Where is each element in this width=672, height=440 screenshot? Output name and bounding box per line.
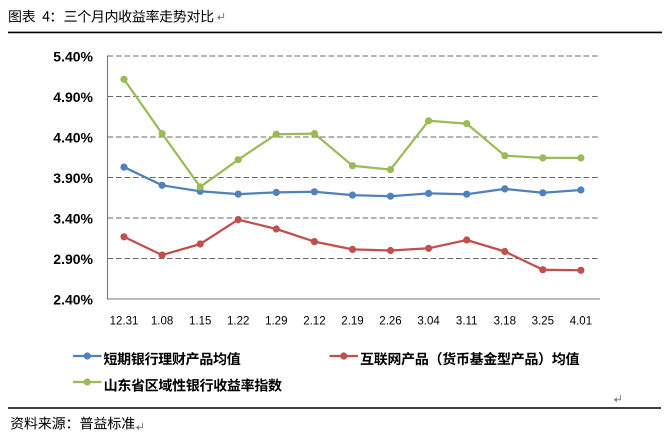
- svg-text:2.90%: 2.90%: [53, 251, 93, 267]
- svg-text:3.18: 3.18: [494, 316, 516, 328]
- svg-text:1.22: 1.22: [227, 316, 249, 328]
- svg-text:4.40%: 4.40%: [53, 130, 93, 146]
- svg-text:4.01: 4.01: [570, 316, 592, 328]
- svg-text:3.04: 3.04: [417, 316, 440, 328]
- svg-text:1.15: 1.15: [189, 316, 211, 328]
- svg-text:3.11: 3.11: [456, 316, 478, 328]
- svg-text:1.29: 1.29: [265, 316, 287, 328]
- svg-text:5.40%: 5.40%: [53, 49, 93, 65]
- svg-text:2.12: 2.12: [303, 316, 325, 328]
- svg-text:2.26: 2.26: [379, 316, 401, 328]
- svg-text:3.90%: 3.90%: [53, 170, 93, 186]
- svg-text:2.40%: 2.40%: [53, 292, 93, 308]
- svg-text:3.25: 3.25: [532, 316, 554, 328]
- svg-text:2.19: 2.19: [341, 316, 363, 328]
- svg-text:3.40%: 3.40%: [53, 211, 93, 227]
- svg-text:12.31: 12.31: [110, 316, 139, 328]
- svg-text:1.08: 1.08: [151, 316, 173, 328]
- svg-text:4.90%: 4.90%: [53, 89, 93, 105]
